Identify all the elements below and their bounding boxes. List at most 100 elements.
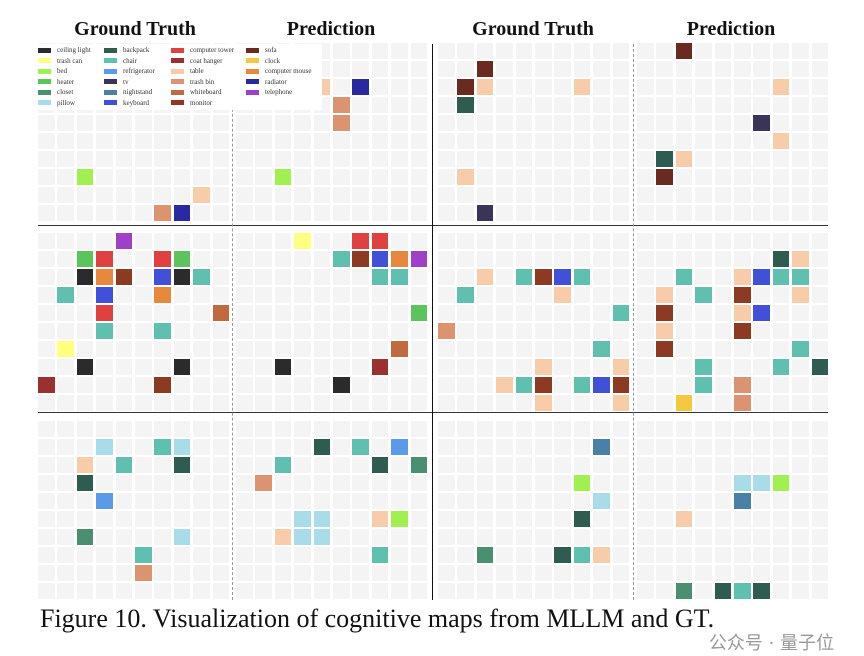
empty-cell — [115, 133, 133, 149]
object-cell-tb — [573, 79, 591, 95]
empty-cell — [294, 359, 311, 375]
empty-cell — [656, 79, 673, 95]
empty-cell — [38, 287, 55, 303]
legend-label: bed — [57, 67, 68, 75]
empty-cell — [496, 305, 513, 321]
empty-cell — [76, 151, 94, 167]
empty-cell — [637, 133, 654, 149]
empty-cell — [714, 169, 732, 185]
empty-cell — [554, 97, 571, 113]
empty-cell — [573, 115, 591, 131]
empty-cell — [457, 323, 474, 339]
legend-label: pillow — [57, 98, 75, 107]
empty-cell — [496, 323, 513, 339]
empty-cell — [554, 359, 571, 375]
object-cell-wb — [212, 305, 230, 321]
object-cell-tv — [753, 115, 770, 131]
empty-cell — [333, 547, 350, 563]
empty-cell — [255, 421, 272, 437]
empty-cell — [173, 287, 191, 303]
object-cell-tn — [333, 97, 350, 113]
empty-cell — [811, 511, 829, 527]
object-cell-tn — [135, 565, 152, 581]
empty-cell — [695, 547, 712, 563]
empty-cell — [515, 251, 533, 267]
empty-cell — [515, 565, 533, 581]
empty-cell — [496, 359, 513, 375]
empty-cell — [753, 323, 770, 339]
object-cell-tb — [772, 133, 790, 149]
empty-cell — [294, 475, 311, 491]
empty-cell — [38, 421, 55, 437]
legend-label: sofa — [265, 46, 277, 54]
empty-cell — [294, 205, 311, 221]
empty-cell — [637, 287, 654, 303]
empty-cell — [212, 269, 230, 285]
legend-swatch — [104, 100, 117, 106]
empty-cell — [135, 323, 152, 339]
object-cell-tb — [554, 287, 571, 303]
empty-cell — [573, 251, 591, 267]
object-cell-tc — [294, 233, 311, 249]
empty-cell — [811, 377, 829, 393]
empty-cell — [772, 493, 790, 509]
empty-cell — [554, 457, 571, 473]
empty-cell — [371, 439, 389, 455]
legend-label: radiator — [265, 77, 287, 86]
empty-cell — [811, 341, 829, 357]
empty-cell — [476, 377, 494, 393]
empty-cell — [675, 97, 693, 113]
object-cell-bd — [76, 169, 94, 185]
row-divider — [38, 225, 828, 226]
legend-item: refrigerator — [104, 68, 155, 78]
empty-cell — [38, 151, 55, 167]
empty-cell — [573, 169, 591, 185]
empty-cell — [391, 565, 408, 581]
empty-cell — [496, 115, 513, 131]
empty-cell — [193, 377, 210, 393]
empty-cell — [637, 61, 654, 77]
empty-cell — [274, 305, 292, 321]
empty-cell — [438, 583, 455, 599]
empty-cell — [695, 305, 712, 321]
legend-swatch — [104, 47, 117, 53]
object-cell-pl — [313, 529, 331, 545]
empty-cell — [96, 529, 113, 545]
empty-cell — [391, 529, 408, 545]
empty-cell — [212, 439, 230, 455]
empty-cell — [294, 377, 311, 393]
empty-cell — [294, 323, 311, 339]
empty-cell — [457, 511, 474, 527]
empty-cell — [135, 115, 152, 131]
empty-cell — [734, 251, 751, 267]
empty-cell — [637, 169, 654, 185]
empty-cell — [255, 493, 272, 509]
empty-cell — [695, 61, 712, 77]
empty-cell — [593, 233, 610, 249]
empty-cell — [313, 287, 331, 303]
empty-cell — [496, 475, 513, 491]
empty-cell — [96, 233, 113, 249]
empty-cell — [792, 547, 809, 563]
object-cell-tb — [675, 511, 693, 527]
empty-cell — [76, 187, 94, 203]
empty-cell — [96, 583, 113, 599]
empty-cell — [496, 457, 513, 473]
legend-label: computer tower — [190, 46, 235, 54]
empty-cell — [333, 439, 350, 455]
legend-item: coat hanger — [171, 57, 222, 68]
empty-cell — [313, 133, 331, 149]
empty-cell — [333, 43, 350, 59]
empty-cell — [496, 547, 513, 563]
empty-cell — [438, 115, 455, 131]
empty-cell — [695, 439, 712, 455]
empty-cell — [313, 583, 331, 599]
empty-cell — [294, 439, 311, 455]
empty-cell — [333, 475, 350, 491]
empty-cell — [476, 133, 494, 149]
empty-cell — [515, 421, 533, 437]
object-cell-kb — [96, 287, 113, 303]
empty-cell — [274, 151, 292, 167]
empty-cell — [515, 583, 533, 599]
empty-cell — [656, 583, 673, 599]
